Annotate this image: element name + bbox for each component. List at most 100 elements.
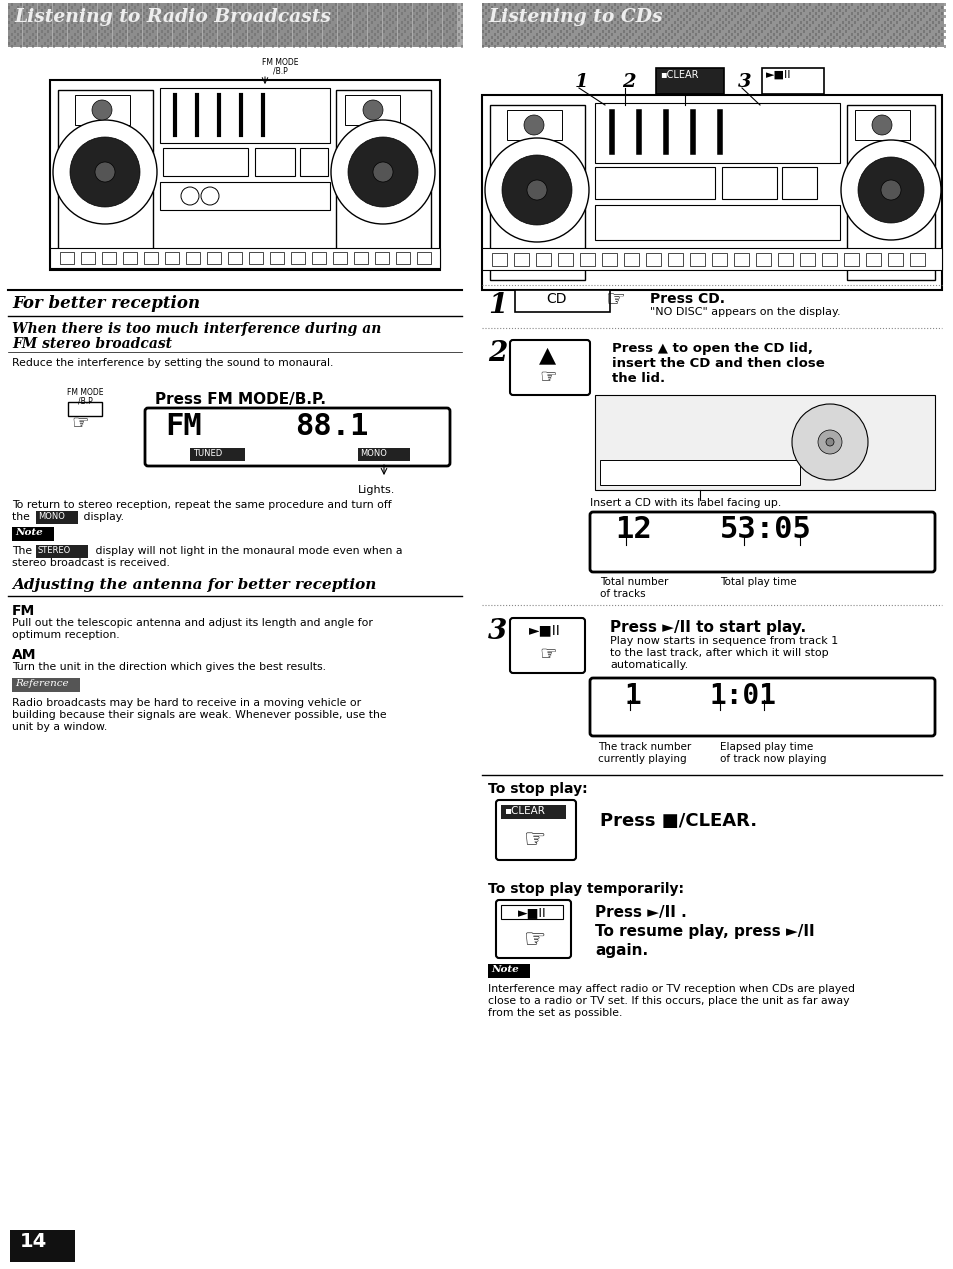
Bar: [29, 36, 31, 38]
Bar: [326, 18, 328, 20]
Bar: [167, 30, 170, 33]
Bar: [269, 11, 272, 14]
Bar: [572, 30, 574, 33]
Bar: [793, 27, 796, 29]
Bar: [98, 42, 100, 44]
Bar: [790, 42, 793, 44]
Bar: [83, 3, 90, 47]
Bar: [332, 39, 335, 42]
Bar: [661, 18, 664, 20]
Bar: [170, 11, 172, 14]
Bar: [212, 33, 214, 36]
Bar: [218, 22, 220, 24]
Bar: [635, 18, 637, 20]
Bar: [293, 3, 295, 5]
Bar: [649, 15, 652, 18]
Bar: [452, 18, 454, 20]
Bar: [319, 30, 322, 33]
Bar: [20, 9, 23, 11]
Bar: [47, 44, 50, 47]
Bar: [682, 39, 685, 42]
Bar: [667, 11, 670, 14]
Bar: [200, 33, 202, 36]
Bar: [56, 22, 58, 24]
Bar: [239, 42, 241, 44]
Bar: [59, 39, 61, 42]
Bar: [44, 42, 47, 44]
Bar: [886, 44, 888, 47]
Bar: [509, 3, 511, 5]
Bar: [397, 3, 400, 5]
Bar: [98, 9, 100, 11]
Bar: [368, 11, 370, 14]
Bar: [397, 15, 400, 18]
Bar: [251, 30, 253, 33]
Bar: [578, 24, 579, 27]
Bar: [400, 22, 403, 24]
Circle shape: [91, 100, 112, 121]
Bar: [340, 3, 343, 5]
Bar: [646, 6, 649, 9]
Bar: [766, 3, 769, 5]
Bar: [909, 253, 924, 266]
Bar: [784, 22, 786, 24]
Bar: [38, 6, 40, 9]
Bar: [227, 11, 230, 14]
Bar: [829, 39, 832, 42]
Bar: [104, 24, 107, 27]
Bar: [910, 22, 913, 24]
Bar: [523, 15, 526, 18]
Bar: [544, 44, 547, 47]
Bar: [421, 33, 424, 36]
Bar: [256, 44, 259, 47]
Bar: [83, 9, 86, 11]
Bar: [625, 11, 628, 14]
Bar: [568, 33, 571, 36]
Bar: [434, 9, 436, 11]
Bar: [98, 3, 105, 47]
Bar: [506, 110, 561, 140]
Bar: [266, 42, 268, 44]
Bar: [242, 18, 244, 20]
Bar: [335, 3, 337, 5]
Bar: [685, 36, 688, 38]
Bar: [175, 27, 178, 29]
Bar: [203, 36, 205, 38]
Bar: [44, 11, 47, 14]
Circle shape: [501, 155, 572, 225]
Bar: [386, 42, 388, 44]
Bar: [853, 15, 856, 18]
Bar: [895, 15, 898, 18]
Bar: [95, 11, 97, 14]
Bar: [580, 9, 583, 11]
Bar: [137, 33, 139, 36]
Bar: [565, 44, 568, 47]
Bar: [457, 27, 460, 29]
Text: ☞: ☞: [604, 291, 624, 310]
Bar: [305, 33, 307, 36]
Bar: [314, 9, 316, 11]
Bar: [913, 24, 916, 27]
Bar: [395, 6, 397, 9]
Bar: [413, 9, 416, 11]
Bar: [35, 9, 37, 11]
Bar: [224, 42, 226, 44]
Bar: [547, 42, 550, 44]
Bar: [295, 33, 298, 36]
Bar: [311, 11, 314, 14]
Bar: [733, 15, 736, 18]
Bar: [787, 18, 790, 20]
Bar: [565, 9, 568, 11]
Bar: [817, 3, 820, 5]
Bar: [523, 36, 526, 38]
Bar: [186, 253, 200, 264]
Bar: [670, 24, 673, 27]
Bar: [353, 6, 355, 9]
Bar: [449, 27, 451, 29]
Bar: [32, 44, 34, 47]
Bar: [212, 6, 214, 9]
Bar: [374, 27, 376, 29]
Bar: [536, 11, 537, 14]
Bar: [488, 39, 490, 42]
Bar: [515, 291, 609, 312]
